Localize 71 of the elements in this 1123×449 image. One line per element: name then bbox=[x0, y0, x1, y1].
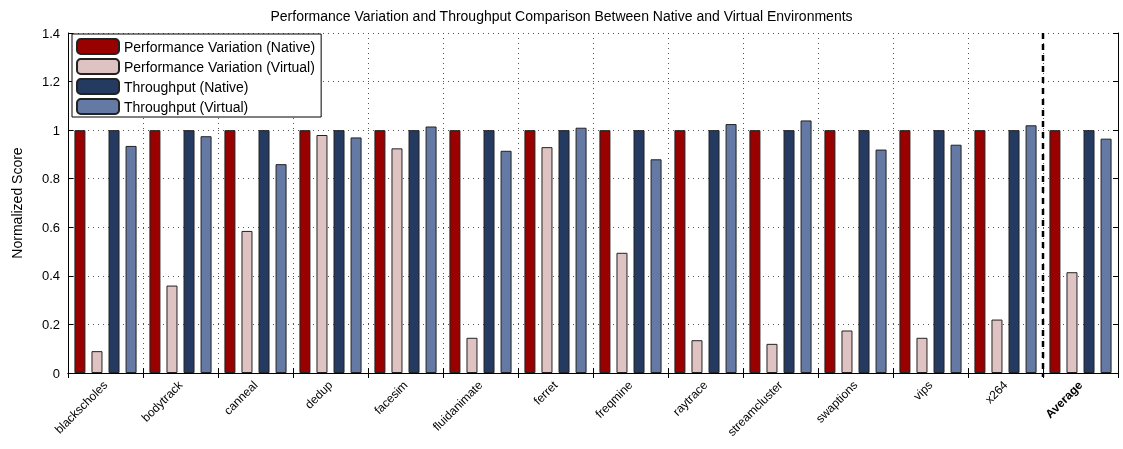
x-tick-label: vips bbox=[910, 378, 936, 404]
bar bbox=[674, 130, 686, 373]
bar bbox=[299, 130, 311, 373]
bar bbox=[916, 337, 928, 373]
y-tick-label: 0.2 bbox=[41, 316, 60, 332]
bar bbox=[691, 340, 703, 373]
bar bbox=[899, 130, 911, 373]
bar bbox=[599, 130, 611, 373]
legend-label: Throughput (Virtual) bbox=[124, 98, 249, 115]
bar bbox=[333, 130, 345, 373]
y-tick-label: 1.2 bbox=[41, 74, 60, 90]
y-tick-label: 0 bbox=[52, 365, 60, 381]
bar bbox=[108, 130, 120, 373]
bar bbox=[1100, 138, 1112, 373]
y-axis-title: Normalized Score bbox=[9, 147, 25, 259]
bar bbox=[783, 130, 795, 373]
bar bbox=[974, 130, 986, 373]
bar bbox=[950, 144, 962, 373]
bar bbox=[1083, 130, 1095, 373]
bar bbox=[224, 130, 236, 373]
bar bbox=[374, 130, 386, 373]
bar bbox=[125, 145, 137, 373]
y-tick-label: 1 bbox=[52, 122, 60, 138]
y-tick-label: 0.6 bbox=[41, 219, 60, 235]
chart-title: Performance Variation and Throughput Comparison Between Native and Virtual Environments bbox=[270, 8, 853, 24]
bar bbox=[241, 230, 253, 373]
bar bbox=[466, 337, 478, 373]
bar bbox=[841, 330, 853, 373]
bar bbox=[483, 130, 495, 373]
bar bbox=[1008, 130, 1020, 373]
bar bbox=[1025, 125, 1037, 373]
bar bbox=[708, 130, 720, 373]
bar bbox=[541, 147, 553, 373]
bar bbox=[425, 126, 437, 373]
bar bbox=[875, 149, 887, 373]
bar bbox=[524, 130, 536, 373]
bar bbox=[650, 159, 662, 373]
bar bbox=[149, 130, 161, 373]
bar bbox=[500, 150, 512, 373]
bar bbox=[350, 137, 362, 373]
bar bbox=[200, 136, 212, 373]
legend-label: Performance Variation (Virtual) bbox=[124, 58, 315, 75]
bar bbox=[1049, 130, 1061, 373]
bar bbox=[408, 130, 420, 373]
y-tick-label: 0.4 bbox=[41, 268, 60, 284]
y-tick-label: 1.4 bbox=[41, 25, 60, 41]
legend-label: Throughput (Native) bbox=[124, 78, 249, 95]
legend-label: Performance Variation (Native) bbox=[124, 38, 316, 55]
bar bbox=[74, 130, 86, 373]
y-tick-label: 0.8 bbox=[41, 171, 60, 187]
bar bbox=[991, 319, 1003, 373]
bar bbox=[766, 343, 778, 373]
bar bbox=[749, 130, 761, 373]
bar bbox=[858, 130, 870, 373]
bar bbox=[258, 130, 270, 373]
bar bbox=[1066, 272, 1078, 373]
bar bbox=[275, 164, 287, 373]
bar bbox=[558, 130, 570, 373]
bar bbox=[824, 130, 836, 373]
bar bbox=[316, 135, 328, 373]
bar bbox=[449, 130, 461, 373]
bar bbox=[616, 252, 628, 373]
bar bbox=[575, 127, 587, 373]
bar bbox=[725, 124, 737, 373]
bar bbox=[166, 285, 178, 373]
bar bbox=[391, 148, 403, 373]
bar bbox=[800, 120, 812, 373]
bar bbox=[91, 351, 103, 373]
bar bbox=[183, 130, 195, 373]
bar bbox=[633, 130, 645, 373]
bar bbox=[933, 130, 945, 373]
